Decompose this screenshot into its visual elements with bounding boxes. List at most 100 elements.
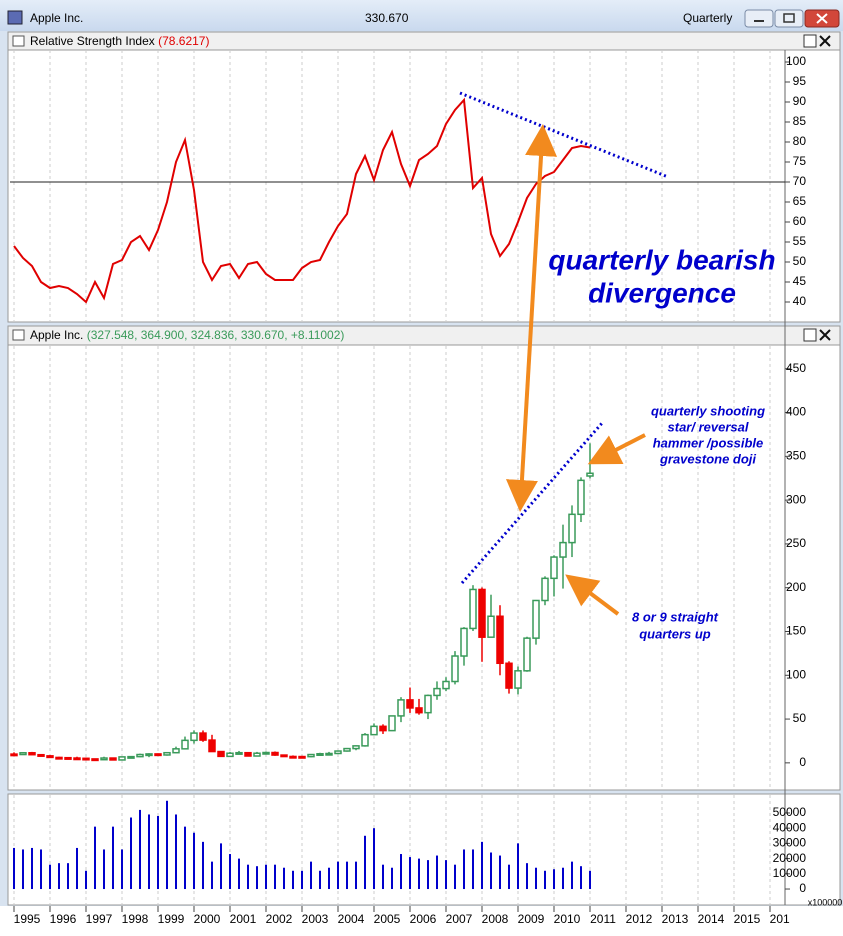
- volume-bar: [589, 870, 591, 890]
- x-tick-label: 2002: [266, 912, 293, 926]
- candle-body: [487, 615, 495, 638]
- candle-body: [19, 752, 27, 756]
- maximize-button[interactable]: [774, 9, 804, 28]
- candle-body: [154, 753, 162, 757]
- volume-bar: [409, 857, 411, 890]
- candle-body: [478, 588, 486, 638]
- volume-bar: [175, 814, 177, 890]
- volume-bar: [472, 849, 474, 890]
- price-title: Apple Inc. (327.548, 364.900, 324.836, 3…: [30, 328, 344, 342]
- volume-bar: [265, 864, 267, 890]
- volume-bar: [490, 852, 492, 890]
- volume-bar: [436, 855, 438, 890]
- candle-body: [91, 758, 99, 762]
- volume-bar: [580, 866, 582, 890]
- volume-bar: [193, 832, 195, 890]
- panel-restore[interactable]: [803, 34, 817, 48]
- candle-body: [217, 750, 225, 758]
- x-tick-label: 2010: [554, 912, 581, 926]
- volume-bar: [76, 847, 78, 890]
- volume-bar: [526, 863, 528, 890]
- price-panel: [7, 344, 841, 791]
- volume-bar: [40, 849, 42, 890]
- x-tick-label: 2001: [230, 912, 257, 926]
- volume-bar: [85, 870, 87, 890]
- candle-body: [532, 599, 540, 639]
- rsi-panel: [7, 49, 841, 323]
- y-tick-label: 10000: [773, 866, 807, 880]
- candle-body: [208, 739, 216, 753]
- candle-body: [136, 753, 144, 758]
- annotation: star/ reversal: [668, 419, 749, 434]
- y-tick-label: 30000: [773, 836, 807, 850]
- x-tick-label: 2004: [338, 912, 365, 926]
- candle-body: [190, 732, 198, 742]
- candle-body: [505, 662, 513, 689]
- candle-body: [280, 754, 288, 758]
- panel-icon: [12, 329, 25, 341]
- candle-body: [541, 577, 549, 602]
- volume-bar: [292, 870, 294, 890]
- candle-body: [226, 752, 234, 758]
- x-tick-label: 2011: [590, 912, 616, 926]
- rsi-line: [13, 97, 591, 304]
- candle-body: [100, 757, 108, 761]
- volume-bar: [499, 855, 501, 890]
- x-tick-label: 1997: [86, 912, 113, 926]
- volume-bar: [58, 863, 60, 890]
- candle-body: [64, 756, 72, 760]
- candle-body: [253, 752, 261, 757]
- y-tick-label: 0: [799, 755, 806, 769]
- candle-body: [118, 756, 126, 761]
- y-tick-label: 300: [786, 492, 806, 506]
- panel-restore[interactable]: [803, 328, 817, 342]
- close-glyph: [816, 13, 828, 24]
- candle-body: [127, 755, 135, 759]
- x-tick-label: 2008: [482, 912, 509, 926]
- star-arrow: [587, 433, 646, 465]
- volume-bar: [418, 858, 420, 890]
- volume-bar: [247, 864, 249, 890]
- y-tick-label: 80: [793, 134, 807, 148]
- volume-bar: [553, 869, 555, 890]
- candle-body: [451, 655, 459, 683]
- volume-bar: [481, 841, 483, 890]
- volume-bar: [571, 861, 573, 890]
- y-tick-label: 40: [793, 294, 807, 308]
- x-tick-label: 1999: [158, 912, 185, 926]
- candle-body: [559, 541, 567, 558]
- annotation: gravestone doji: [659, 451, 756, 466]
- x-tick-label: 2013: [662, 912, 689, 926]
- x-tick-label: 2015: [734, 912, 761, 926]
- volume-bar: [166, 800, 168, 890]
- volume-bar: [310, 861, 312, 890]
- volume-bar: [517, 843, 519, 890]
- rsi-title: Relative Strength Index (78.6217): [30, 34, 209, 48]
- volume-bar: [382, 864, 384, 890]
- panel-close[interactable]: [819, 35, 831, 47]
- volume-bar: [256, 866, 258, 890]
- y-tick-label: 40000: [773, 820, 807, 834]
- title-bar: [0, 0, 843, 31]
- candle-body: [199, 732, 207, 741]
- candle-body: [163, 751, 171, 756]
- volume-bar: [238, 858, 240, 890]
- panel-close[interactable]: [819, 329, 831, 341]
- y-tick-label: 75: [793, 154, 807, 168]
- x-tick-label: 2000: [194, 912, 221, 926]
- price-trendline: [460, 421, 605, 584]
- volume-bar: [220, 843, 222, 890]
- candle-body: [577, 479, 585, 516]
- volume-bar: [112, 826, 114, 890]
- year-strip: [0, 906, 843, 931]
- window-period: Quarterly: [683, 11, 732, 25]
- volume-bar: [301, 870, 303, 890]
- volume-bar: [562, 867, 564, 890]
- minimize-button[interactable]: [744, 9, 774, 28]
- y-tick-label: 0: [799, 881, 806, 895]
- candle-body: [334, 750, 342, 755]
- y-tick-label: 350: [786, 449, 806, 463]
- annotation: 8 or 9 straight: [632, 609, 719, 624]
